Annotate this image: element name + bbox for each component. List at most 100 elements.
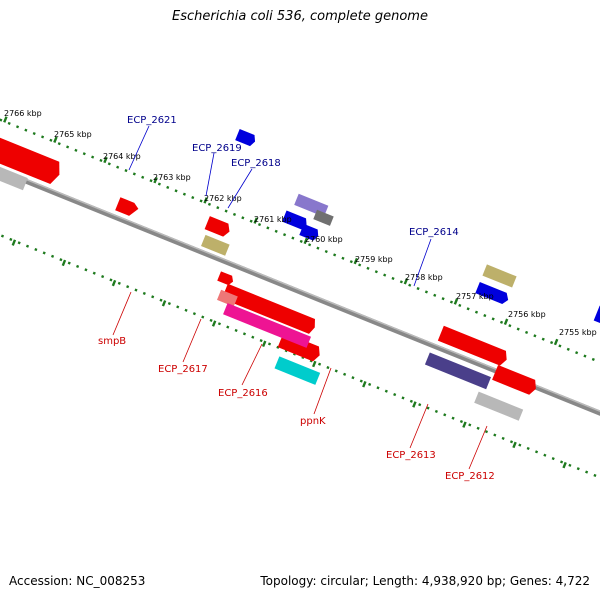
gene-blue-2619-lower[interactable] (282, 210, 309, 230)
scale-dot (474, 310, 479, 314)
gene-ECP_2613-feature[interactable] (424, 352, 491, 390)
scale-dot (558, 344, 562, 348)
scale-dot (134, 288, 138, 292)
scale-dot (374, 270, 378, 274)
gene-red-2613-upper[interactable] (437, 325, 510, 367)
scale-label: 2760 kbp (305, 235, 343, 244)
gene-label-ECP_2614[interactable]: ECP_2614 (409, 227, 459, 238)
scale-dot (25, 244, 30, 248)
scale-major-tick (61, 259, 67, 267)
scale-dot (476, 426, 480, 430)
gene-ECP_2614-feature[interactable] (482, 264, 517, 288)
scale-major-tick (553, 338, 559, 346)
scale-dot (433, 293, 437, 297)
upper-scale-line (0, 116, 595, 361)
scale-dot (393, 392, 397, 397)
scale-dot (157, 182, 161, 186)
gene-label-ECP_2621[interactable]: ECP_2621 (127, 115, 177, 126)
scale-dot (201, 315, 205, 319)
gene-ECP_2621-feature[interactable] (235, 128, 257, 147)
scale-label: 2757 kbp (456, 292, 494, 301)
gene-label-ECP_2612[interactable]: ECP_2612 (445, 471, 495, 482)
scale-dot (267, 342, 272, 346)
scale-dot (124, 169, 128, 173)
scale-dot (291, 236, 295, 240)
scale-dot (42, 251, 46, 255)
gene-label-ppnK[interactable]: ppnK (300, 416, 326, 427)
scale-major-tick (453, 298, 459, 305)
gene-red-2617-upper[interactable] (217, 271, 235, 286)
gene-label-ECP_2618[interactable]: ECP_2618 (231, 158, 281, 169)
scale-dot (533, 334, 537, 338)
scale-dot (241, 216, 245, 220)
scale-dot (466, 307, 470, 311)
gene-label-ECP_2617[interactable]: ECP_2617 (158, 364, 208, 375)
scale-dot (526, 446, 530, 451)
scale-dot (149, 179, 153, 183)
scale-dot (308, 243, 312, 247)
scale-dot (576, 467, 580, 471)
gene-ECP_2612-feature[interactable] (474, 391, 524, 421)
scale-dot (82, 152, 86, 156)
scale-dot (366, 266, 370, 270)
scale-major-tick (53, 136, 58, 143)
scale-label: 2762 kbp (204, 194, 242, 203)
scale-dot (343, 372, 347, 376)
scale-dot (109, 278, 113, 282)
scale-dot (234, 328, 238, 333)
scale-label: 2764 kbp (103, 152, 141, 161)
gene-ppnK-feature[interactable] (274, 356, 321, 385)
scale-dot (117, 281, 121, 285)
scale-dot (59, 258, 63, 262)
scale-dot (593, 473, 597, 478)
gene-red-forward-left[interactable] (0, 129, 64, 186)
scale-dot (560, 460, 564, 464)
scale-dot (575, 351, 579, 355)
scale-dot (541, 337, 545, 341)
gene-blue-2618-lower[interactable] (299, 223, 320, 242)
scale-dot (242, 332, 247, 336)
scale-dot (76, 264, 80, 268)
scale-major-tick (111, 279, 117, 287)
scale-dot (358, 263, 362, 267)
genome-backbone-highlight (0, 140, 600, 442)
gene-ECP_2618-feature[interactable] (313, 209, 334, 226)
gene-red-2612-upper[interactable] (492, 364, 539, 396)
scale-dot (40, 135, 45, 139)
scale-dot (318, 362, 322, 366)
scale-dot (434, 409, 438, 413)
gene-label-ECP_2619[interactable]: ECP_2619 (192, 143, 242, 154)
scale-dot (151, 295, 155, 299)
scale-dot (568, 463, 572, 467)
gene-label-ECP_2613[interactable]: ECP_2613 (386, 450, 436, 461)
scale-major-tick (303, 237, 309, 245)
upper-callout-lines (128, 125, 432, 287)
gene-label-ECP_2616[interactable]: ECP_2616 (218, 388, 268, 399)
gene-gray-left[interactable] (0, 154, 28, 191)
scale-dot (351, 376, 355, 380)
gene-red-2616-upper[interactable] (221, 283, 318, 335)
gene-label-smpB[interactable]: smpB (98, 336, 126, 347)
scale-dot (551, 457, 555, 461)
scale-dot (24, 128, 28, 132)
gene-blue-2614-lower[interactable] (475, 282, 510, 305)
scale-dot (176, 305, 180, 309)
scale-major-tick (253, 217, 258, 224)
scale-dot (0, 234, 5, 238)
scale-dot (91, 155, 95, 159)
scale-dot (0, 118, 3, 122)
scale-dot (324, 249, 328, 254)
accession-text: Accession: NC_008253 (9, 574, 146, 588)
gene-ECP_2616-feature[interactable] (223, 303, 312, 348)
scale-dot (409, 399, 413, 403)
genome-summary-text: Topology: circular; Length: 4,938,920 bp… (260, 574, 590, 588)
scale-major-tick (261, 340, 267, 348)
scale-dot (416, 287, 420, 291)
gene-smpB-feature[interactable] (201, 234, 230, 256)
gene-red-smpB-upper[interactable] (204, 216, 232, 238)
scale-major-tick (353, 257, 359, 265)
gene-ECP_2617-feature[interactable] (216, 289, 238, 307)
gene-red-forward-small[interactable] (115, 197, 140, 218)
scale-dot (166, 185, 170, 190)
